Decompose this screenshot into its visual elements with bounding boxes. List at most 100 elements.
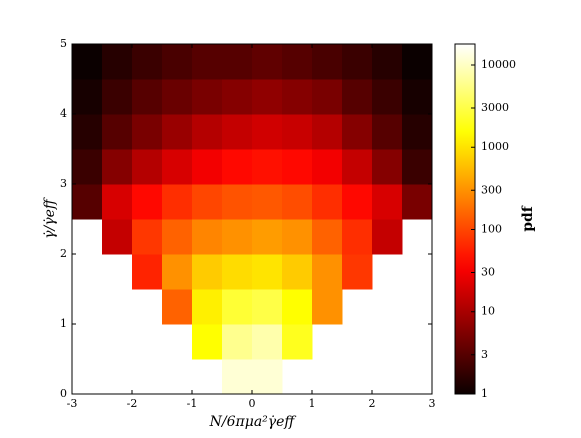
density-cell xyxy=(372,44,403,80)
density-cell xyxy=(282,289,313,325)
density-cell xyxy=(372,79,403,115)
density-cell xyxy=(282,184,313,220)
density-cell xyxy=(282,79,313,115)
density-cell xyxy=(222,359,253,395)
density-cell xyxy=(312,184,343,220)
density-cell xyxy=(192,254,223,290)
colorbar-tick-label: 10000 xyxy=(481,58,516,71)
density-cell xyxy=(162,289,193,325)
y-tick-label: 1 xyxy=(60,317,67,330)
colorbar-tick-label: 1000 xyxy=(481,140,509,153)
density-cell xyxy=(132,79,163,115)
density-cell xyxy=(222,219,253,255)
colorbar-tick-label: 10 xyxy=(481,305,495,318)
density-cell xyxy=(162,44,193,80)
density-cell xyxy=(372,149,403,185)
x-tick-label: -1 xyxy=(187,397,198,410)
density-cell xyxy=(162,254,193,290)
density-cell xyxy=(162,219,193,255)
colorbar-tick-label: 3 xyxy=(481,348,488,361)
density-cell xyxy=(192,149,223,185)
density-cell xyxy=(132,184,163,220)
colorbar-label: pdf xyxy=(520,205,536,232)
density-cell xyxy=(222,44,253,80)
density-cell xyxy=(342,79,373,115)
density-cell xyxy=(342,219,373,255)
density-cell xyxy=(162,149,193,185)
density-cell xyxy=(132,149,163,185)
density-cell xyxy=(252,359,283,395)
colorbar-tick-label: 3000 xyxy=(481,101,509,114)
x-tick-label: -3 xyxy=(67,397,78,410)
density-cell xyxy=(312,254,343,290)
density-cell xyxy=(282,324,313,360)
density-cell xyxy=(222,114,253,150)
cells xyxy=(72,44,433,395)
density-cell xyxy=(402,184,433,220)
density-cell xyxy=(282,254,313,290)
density-cell xyxy=(192,114,223,150)
x-tick-label: -2 xyxy=(127,397,138,410)
density-cell xyxy=(312,219,343,255)
density-cell xyxy=(132,44,163,80)
density-cell xyxy=(252,79,283,115)
density-cell xyxy=(252,114,283,150)
density-cell xyxy=(252,219,283,255)
density-cell xyxy=(222,254,253,290)
density-cell xyxy=(312,114,343,150)
density-cell xyxy=(162,79,193,115)
density-cell xyxy=(192,79,223,115)
density-cell xyxy=(282,219,313,255)
density-cell xyxy=(252,44,283,80)
density-cell xyxy=(192,324,223,360)
colorbar-tick-label: 300 xyxy=(481,183,502,196)
density-cell xyxy=(282,44,313,80)
density-cell xyxy=(72,79,103,115)
density-cell xyxy=(132,254,163,290)
x-tick-label: 0 xyxy=(249,397,256,410)
density-cell xyxy=(372,114,403,150)
y-axis-label: γ̇/γ̇eff xyxy=(42,197,58,239)
density-cell xyxy=(222,184,253,220)
density-cell xyxy=(222,324,253,360)
density-cell xyxy=(192,289,223,325)
density-cell xyxy=(102,149,133,185)
x-tick-label: 3 xyxy=(429,397,436,410)
density-cell xyxy=(72,114,103,150)
density-cell xyxy=(102,44,133,80)
density-cell xyxy=(282,149,313,185)
density-cell xyxy=(132,114,163,150)
density-cell xyxy=(402,79,433,115)
density-cell xyxy=(72,149,103,185)
density-cell xyxy=(372,184,403,220)
density-cell xyxy=(252,254,283,290)
density-cell xyxy=(72,44,103,80)
y-tick-label: 5 xyxy=(60,37,67,50)
density-cell xyxy=(252,149,283,185)
x-tick-label: 2 xyxy=(369,397,376,410)
x-tick-label: 1 xyxy=(309,397,316,410)
density-cell xyxy=(192,44,223,80)
colorbar xyxy=(454,43,476,395)
density-cell xyxy=(312,79,343,115)
y-tick-label: 4 xyxy=(60,107,67,120)
density-cell xyxy=(252,184,283,220)
density-cell xyxy=(252,324,283,360)
density-cell xyxy=(402,149,433,185)
density-cell xyxy=(402,114,433,150)
density-cell xyxy=(222,79,253,115)
density-cell xyxy=(252,289,283,325)
density-cell xyxy=(102,219,133,255)
density-cell xyxy=(192,219,223,255)
density-cell xyxy=(192,184,223,220)
colorbar-tick-label: 100 xyxy=(481,222,502,235)
density-cell xyxy=(342,184,373,220)
density-cell xyxy=(72,184,103,220)
density-cell xyxy=(372,219,403,255)
density-cell xyxy=(402,44,433,80)
y-tick-label: 2 xyxy=(60,247,67,260)
density-cell xyxy=(342,44,373,80)
density-cell xyxy=(282,114,313,150)
density-cell xyxy=(162,114,193,150)
